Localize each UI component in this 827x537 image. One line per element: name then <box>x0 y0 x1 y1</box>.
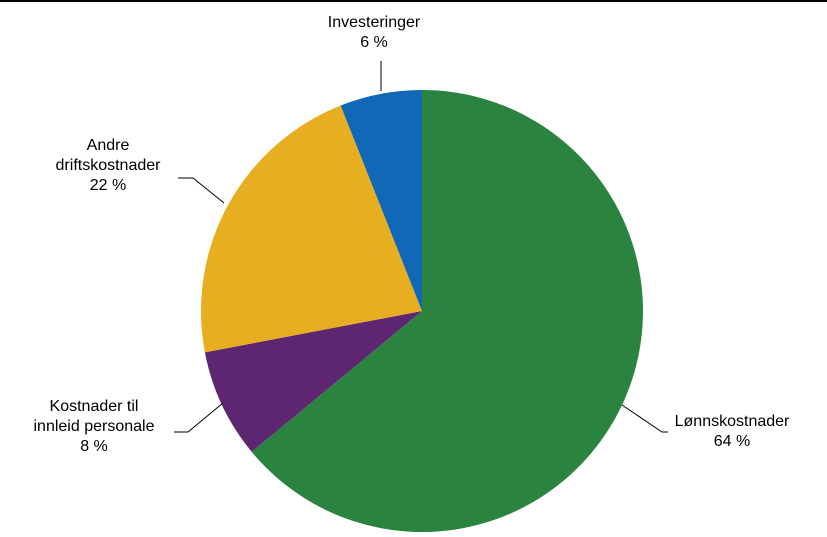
slice-label-line: 22 % <box>90 177 126 194</box>
slice-label-line: 64 % <box>714 433 750 450</box>
slice-label-line: driftskostnader <box>56 157 162 174</box>
slice-label-line: Lønnskostnader <box>675 413 790 430</box>
pie-slice-invest <box>340 90 422 311</box>
pie-slice-lonn <box>251 90 644 532</box>
slice-label-line: innleid personale <box>34 418 155 435</box>
slice-label-invest: Investeringer 6 % <box>328 14 421 51</box>
top-border <box>0 0 827 2</box>
pie-slice-andre <box>200 105 422 353</box>
slice-label-andre: Andre driftskostnader 22 % <box>56 137 162 194</box>
slice-label-line: 6 % <box>360 34 388 51</box>
slice-label-lonn: Lønnskostnader 64 % <box>675 413 790 450</box>
leader-line-innleid <box>174 402 224 433</box>
pie-slice-innleid <box>204 311 422 452</box>
leader-line-andre <box>178 177 225 204</box>
slice-label-line: Investeringer <box>328 14 421 31</box>
slice-label-innleid: Kostnader til innleid personale 8 % <box>34 398 155 455</box>
slice-label-line: Kostnader til <box>50 398 139 415</box>
slice-label-line: 8 % <box>80 438 108 455</box>
leader-line-lonn <box>621 404 668 433</box>
slice-label-line: Andre <box>87 137 130 154</box>
